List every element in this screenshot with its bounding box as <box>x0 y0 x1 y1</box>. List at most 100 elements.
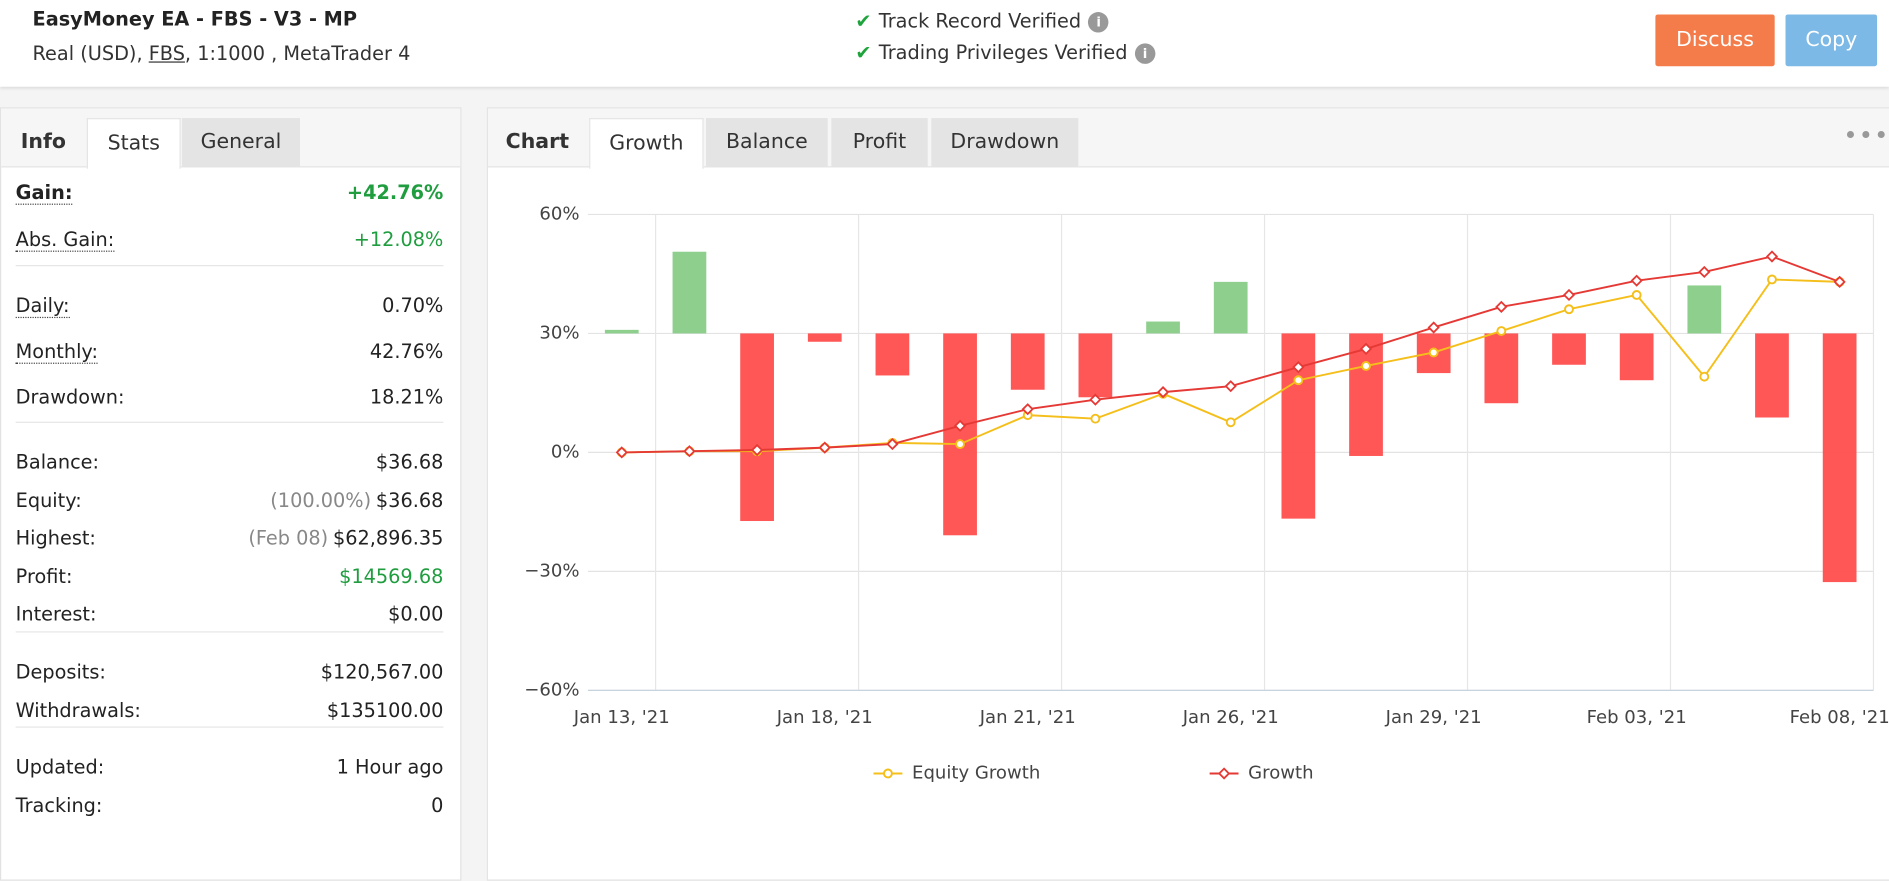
stat-value: 18.21% <box>369 385 444 409</box>
separator <box>15 726 444 728</box>
bar <box>1822 333 1857 583</box>
stat-label: Gain: <box>15 180 73 205</box>
marker <box>1361 361 1371 371</box>
stat-value-box: 18.21% <box>370 386 444 409</box>
discuss-button[interactable]: Discuss <box>1655 14 1775 67</box>
stat-value: +12.08% <box>353 227 444 251</box>
marker <box>1698 265 1711 279</box>
stat-row: Gain: +42.76% <box>15 180 443 210</box>
stat-row: Profit: $14569.68 <box>16 565 444 594</box>
stat-label: Withdrawals: <box>15 698 141 722</box>
stat-row: Interest: $0.00 <box>16 603 444 632</box>
check-icon: ✔ <box>855 9 872 33</box>
bar <box>875 333 910 376</box>
stat-row: Deposits: $120,567.00 <box>16 660 444 689</box>
bar <box>807 333 842 342</box>
bar <box>1755 333 1789 418</box>
system-title: EasyMoney EA - FBS - V3 - MP <box>32 7 357 31</box>
y-tick-label: 30% <box>539 322 579 343</box>
marker <box>818 441 831 454</box>
marker <box>1359 342 1373 355</box>
tab[interactable]: General <box>181 118 300 168</box>
stat-note: (Feb 08) <box>248 526 329 550</box>
marker <box>1427 321 1440 334</box>
tab-bar: Chart Growth Balance Profit Drawdown ••• <box>487 108 1889 169</box>
legend-marker <box>882 768 893 779</box>
stat-value-box: 0 <box>431 793 443 816</box>
y-tick-label: −60% <box>524 679 579 700</box>
tab[interactable]: Drawdown <box>931 118 1079 168</box>
marker <box>886 437 899 451</box>
check-icon: ✔ <box>855 40 872 64</box>
bar <box>604 329 639 334</box>
stat-label: Balance: <box>15 450 100 474</box>
tab[interactable]: Balance <box>706 118 828 168</box>
subtitle: Real (USD), FBS, 1:1000 , MetaTrader 4 <box>33 42 411 65</box>
marker <box>1564 304 1574 315</box>
copy-button[interactable]: Copy <box>1785 14 1878 67</box>
marker <box>1630 274 1643 287</box>
stat-label: Updated: <box>15 755 105 779</box>
info-icon[interactable]: i <box>1088 12 1109 33</box>
stat-value: 0.70% <box>382 293 444 317</box>
broker-link[interactable]: FBS <box>148 42 185 66</box>
stat-value-box: $135100.00 <box>327 698 444 721</box>
y-tick-label: 0% <box>551 441 580 462</box>
stat-row: Updated: 1 Hour ago <box>16 755 444 784</box>
marker <box>683 445 696 458</box>
stat-row: Highest: (Feb 08) $62,896.35 <box>16 527 444 556</box>
legend-marker <box>1217 767 1231 780</box>
stat-label: Daily: <box>15 293 70 319</box>
verification-text: Trading Privileges Verified <box>878 40 1128 64</box>
menu-icon[interactable]: ••• <box>1843 120 1889 150</box>
tab[interactable]: Growth <box>589 118 704 169</box>
stat-value-box: +42.76% <box>347 181 443 204</box>
y-tick-label: 60% <box>539 203 579 224</box>
stat-value-box: (Feb 08) $62,896.35 <box>248 527 443 550</box>
stat-row: Withdrawals: $135100.00 <box>16 698 444 727</box>
stat-value-box: 42.76% <box>370 340 444 363</box>
marker <box>1224 380 1237 393</box>
marker <box>1292 361 1305 374</box>
stat-row: Abs. Gain: +12.08% <box>15 228 444 257</box>
marker <box>1428 347 1439 358</box>
separator <box>15 631 444 633</box>
account-type: Real (USD), <box>32 42 143 66</box>
stats-panel: Info Stats General Gain: +42.76% Abs. Gain… <box>0 107 462 881</box>
stat-note: (100.00%) <box>270 488 372 512</box>
tab[interactable]: Profit <box>831 118 928 168</box>
bar <box>672 251 707 334</box>
stat-value-box: +12.08% <box>354 228 444 251</box>
marker <box>1495 300 1508 313</box>
x-tick-label: Jan 26, '21 <box>1182 707 1279 728</box>
stat-row: Equity: (100.00%) $36.68 <box>16 489 444 518</box>
stat-value: $36.68 <box>375 450 444 474</box>
stat-value-box: $14569.68 <box>339 565 443 588</box>
stat-value: $14569.68 <box>339 564 444 588</box>
stat-label: Profit: <box>15 564 73 588</box>
marker <box>750 443 764 457</box>
marker <box>1293 375 1304 386</box>
info-icon[interactable]: i <box>1134 43 1156 64</box>
stat-value-box: $36.68 <box>376 451 443 474</box>
x-tick-label: Feb 08, '21 <box>1790 707 1889 728</box>
bar <box>943 333 977 536</box>
marker <box>1225 417 1236 428</box>
stat-value: 1 Hour ago <box>336 755 444 779</box>
tab[interactable]: Stats <box>86 118 181 169</box>
stat-value-box: (100.00%) $36.68 <box>270 489 443 512</box>
tab[interactable]: Info <box>20 130 66 155</box>
stat-value-box: 0.70% <box>382 294 443 317</box>
marker <box>955 439 966 450</box>
stat-value-box: 1 Hour ago <box>337 755 444 778</box>
stat-label: Highest: <box>15 526 96 550</box>
bar <box>1010 333 1045 390</box>
verification-text: Track Record Verified <box>878 9 1082 33</box>
stat-value-box: $120,567.00 <box>321 660 444 683</box>
account-details: , 1:1000 , MetaTrader 4 <box>184 42 411 66</box>
separator <box>15 421 444 423</box>
stat-value: $36.68 <box>375 488 444 512</box>
marker <box>1090 413 1101 424</box>
verification: ✔ Trading Privileges Verified i <box>855 40 1156 64</box>
